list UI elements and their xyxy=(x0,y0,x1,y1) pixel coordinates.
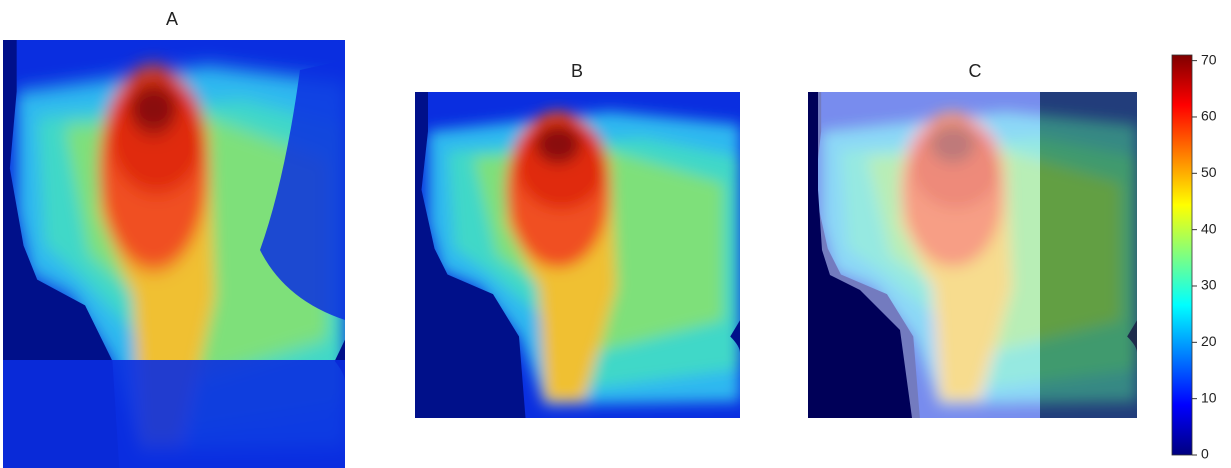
panel-title: C xyxy=(969,61,982,81)
colorbar-tick-label: 70 xyxy=(1201,51,1217,67)
heatmap-image xyxy=(415,92,740,418)
colorbar-tick-label: 30 xyxy=(1201,277,1217,293)
colorbar-tick-label: 40 xyxy=(1201,220,1217,236)
colorbar: 0 10 20 30 40 50 60 70 xyxy=(1172,51,1217,461)
colorbar-tick-label: 60 xyxy=(1201,108,1217,124)
panel-title: A xyxy=(166,9,178,29)
colorbar-tick-label: 10 xyxy=(1201,389,1217,405)
heatmap-image xyxy=(3,40,345,468)
figure: A B C 0 10 20 30 40 50 60 70 xyxy=(0,0,1231,468)
colorbar-gradient xyxy=(1172,55,1192,455)
panel-title: B xyxy=(571,61,583,81)
colorbar-tick-label: 0 xyxy=(1201,446,1209,462)
heatmap-overlay-image xyxy=(808,92,1137,418)
colorbar-tick-label: 50 xyxy=(1201,164,1217,180)
colorbar-tick-label: 20 xyxy=(1201,333,1217,349)
